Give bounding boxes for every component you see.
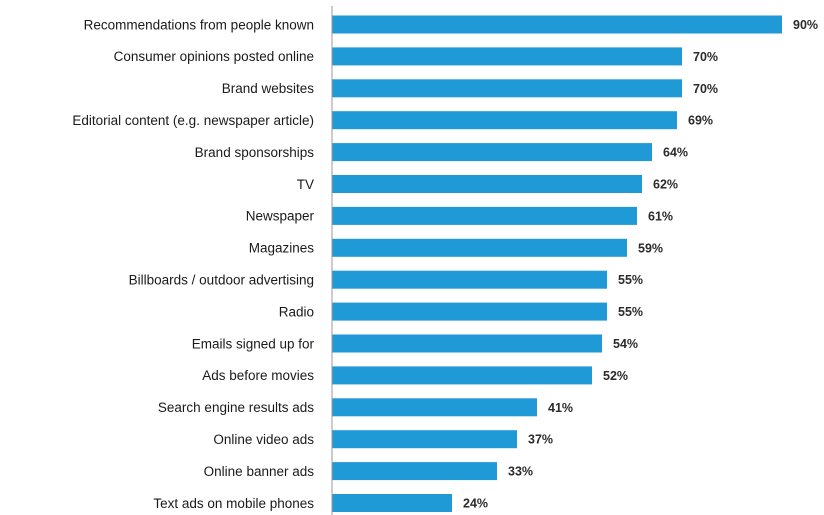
category-label-7: Magazines [249,241,315,256]
value-label-13: 37% [528,433,553,447]
category-label-12: Search engine results ads [158,400,314,415]
bars-group [332,15,782,512]
category-label-5: TV [297,177,314,192]
value-label-12: 41% [548,401,573,415]
value-label-11: 52% [603,369,628,383]
value-label-4: 64% [663,146,688,160]
value-label-10: 54% [613,337,638,351]
category-label-9: Radio [279,304,314,319]
category-label-10: Emails signed up for [192,336,315,351]
category-label-0: Recommendations from people known [84,17,314,32]
bar-14 [332,462,497,481]
value-labels-group: 90% 70% 70% 69% 64% 62% 61% 59% 55% 55% 54% 52% 41% 3… [463,18,818,511]
value-label-14: 33% [508,465,533,479]
value-label-3: 69% [688,114,713,128]
value-label-0: 90% [793,18,818,32]
bar-3 [332,111,677,130]
bar-1 [332,47,682,66]
bar-15 [332,494,452,512]
category-label-14: Online banner ads [204,464,315,479]
bar-2 [332,79,682,98]
category-label-4: Brand sponsorships [195,145,315,160]
bar-6 [332,206,637,225]
bar-0 [332,15,782,34]
category-label-2: Brand websites [222,81,315,96]
value-label-2: 70% [693,82,718,96]
value-label-5: 62% [653,178,678,192]
category-labels-group: Recommendations from people known Consume… [72,17,315,511]
bar-5 [332,175,642,193]
bar-13 [332,430,517,449]
bar-8 [332,270,607,289]
bar-12 [332,398,537,417]
category-label-6: Newspaper [246,209,315,224]
bar-9 [332,302,607,321]
category-label-8: Billboards / outdoor advertising [129,273,314,288]
category-label-11: Ads before movies [202,368,314,383]
category-label-15: Text ads on mobile phones [153,496,314,511]
category-label-3: Editorial content (e.g. newspaper articl… [72,113,314,128]
value-label-6: 61% [648,209,673,223]
value-label-1: 70% [693,50,718,64]
bar-10 [332,334,602,353]
category-label-13: Online video ads [213,432,314,447]
bar-7 [332,238,627,257]
value-label-7: 59% [638,241,663,255]
bar-4 [332,143,652,162]
value-label-15: 24% [463,497,488,511]
value-label-9: 55% [618,305,643,319]
category-label-1: Consumer opinions posted online [114,49,314,64]
value-label-8: 55% [618,273,643,287]
bar-11 [332,366,592,385]
